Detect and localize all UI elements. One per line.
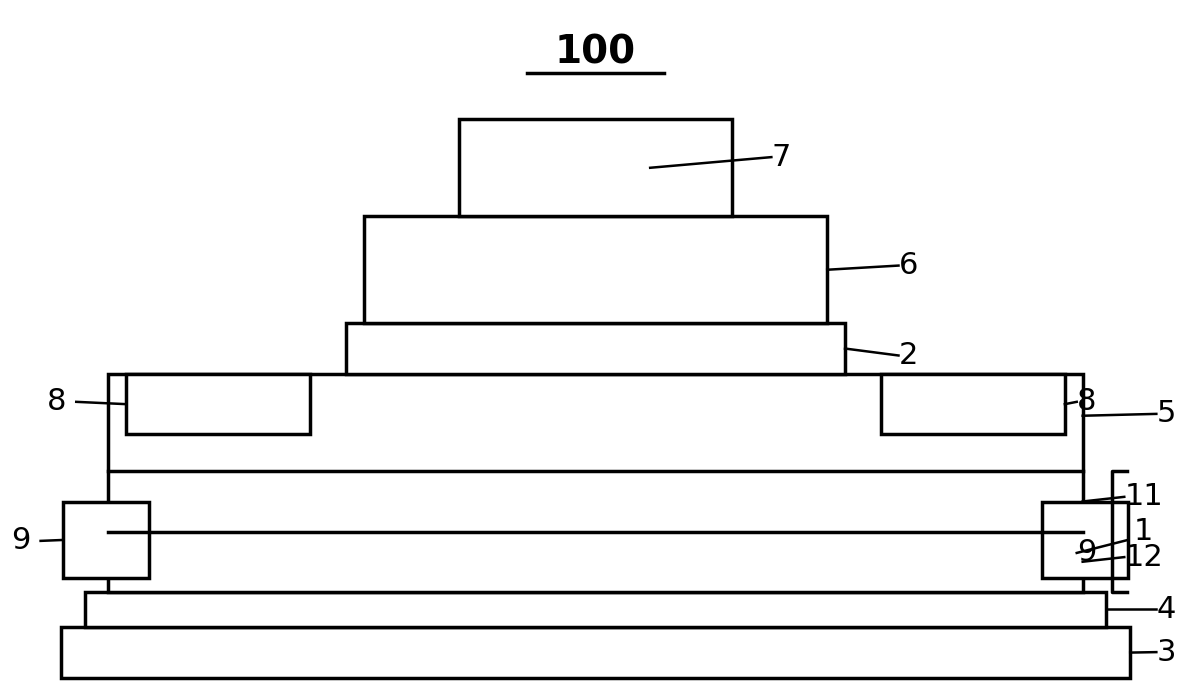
Bar bbox=[61, 627, 1130, 678]
Bar bbox=[85, 592, 1106, 627]
Text: 6: 6 bbox=[898, 251, 918, 280]
Bar bbox=[363, 216, 828, 323]
Bar bbox=[108, 374, 1083, 592]
Bar bbox=[345, 323, 846, 374]
Text: 4: 4 bbox=[1156, 595, 1176, 624]
Text: 9: 9 bbox=[11, 526, 30, 556]
Text: 9: 9 bbox=[1077, 538, 1096, 567]
Text: 1: 1 bbox=[1134, 517, 1153, 546]
Text: 8: 8 bbox=[1077, 387, 1096, 416]
Text: 8: 8 bbox=[46, 387, 66, 416]
Text: 7: 7 bbox=[772, 142, 791, 172]
Text: 5: 5 bbox=[1156, 399, 1176, 429]
Text: 2: 2 bbox=[898, 341, 918, 370]
Bar bbox=[126, 374, 311, 434]
Bar bbox=[459, 119, 732, 216]
Text: 12: 12 bbox=[1124, 542, 1162, 572]
Text: 3: 3 bbox=[1156, 637, 1176, 667]
Bar bbox=[63, 502, 149, 578]
Text: 11: 11 bbox=[1124, 482, 1162, 512]
Text: 100: 100 bbox=[555, 34, 636, 71]
Bar bbox=[1042, 502, 1128, 578]
Bar bbox=[880, 374, 1065, 434]
